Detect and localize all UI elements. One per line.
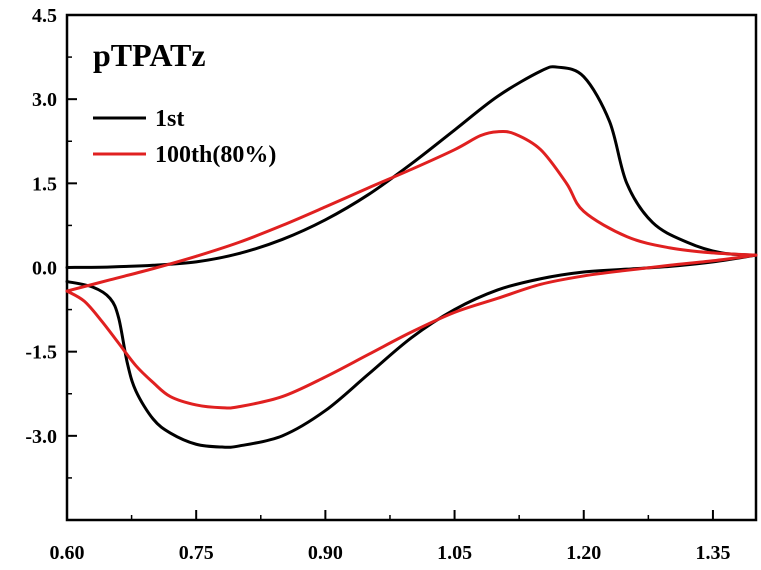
x-tick-label: 1.05 <box>437 542 472 564</box>
chart-title: pTPATz <box>93 37 206 73</box>
y-tick-label: 1.5 <box>32 173 57 195</box>
series-2-forward-scan-line <box>65 130 758 293</box>
legend: 1st 100th(80%) <box>93 106 276 168</box>
x-tick-label: 1.35 <box>695 542 730 564</box>
series-2-reverse-scan-line <box>65 253 758 410</box>
y-tick-label: 4.5 <box>32 5 57 27</box>
ticks-layer: 0.60 0.75 0.90 1.05 1.20 1.35 4.5 3.0 1.5 0.0 -1.5… <box>25 5 730 564</box>
x-tick-label: 1.20 <box>566 542 601 564</box>
curves-layer <box>65 65 758 449</box>
x-tick-label: 0.90 <box>308 542 343 564</box>
y-tick-label: -3.0 <box>25 426 57 448</box>
legend-label-100th: 100th(80%) <box>155 142 276 168</box>
series-1-reverse-scan-line <box>65 253 758 449</box>
x-tick-label: 0.60 <box>50 542 85 564</box>
legend-label-1st: 1st <box>155 106 184 132</box>
y-tick-label: 3.0 <box>32 89 57 111</box>
series-1-forward-scan-line <box>65 65 758 269</box>
y-tick-label: -1.5 <box>25 342 57 364</box>
x-tick-label: 0.75 <box>179 542 214 564</box>
y-tick-label: 0.0 <box>32 258 57 280</box>
